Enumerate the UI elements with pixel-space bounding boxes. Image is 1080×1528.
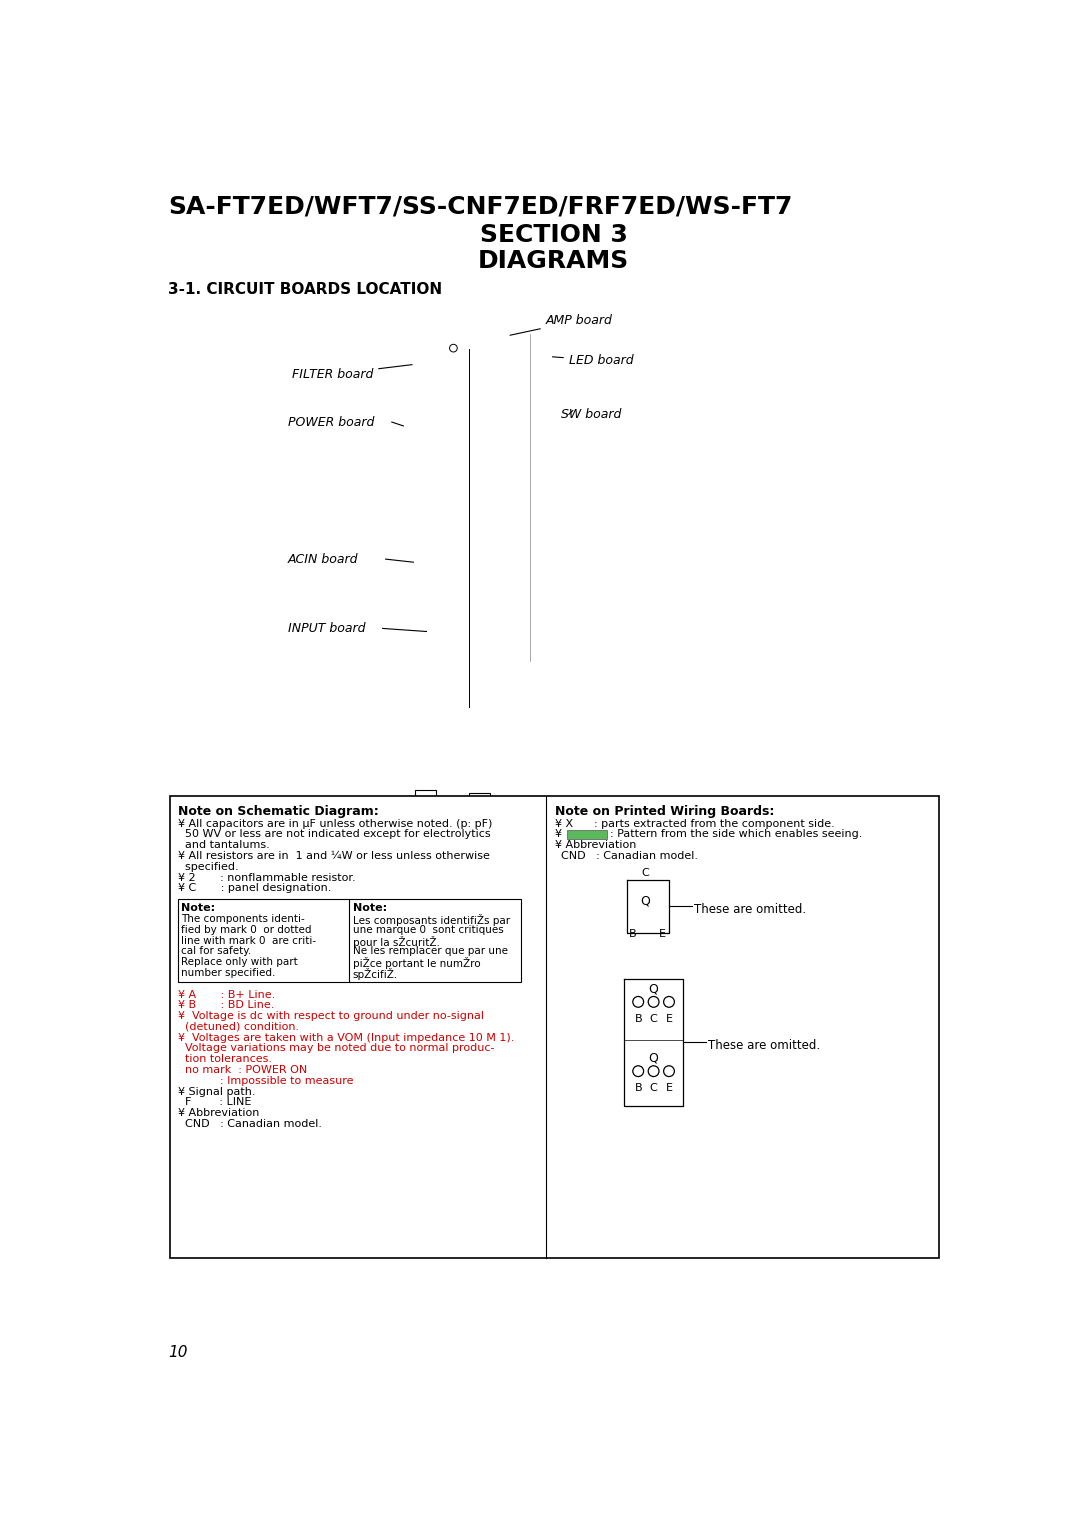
Text: ¥ All resistors are in  1 and ¼W or less unless otherwise: ¥ All resistors are in 1 and ¼W or less … bbox=[178, 851, 489, 860]
Text: C: C bbox=[642, 868, 649, 879]
Text: and tantalums.: and tantalums. bbox=[178, 840, 270, 850]
Text: no mark  : POWER ON: no mark : POWER ON bbox=[178, 1065, 307, 1076]
Polygon shape bbox=[361, 1174, 557, 1207]
Text: F        : LINE: F : LINE bbox=[178, 1097, 252, 1108]
Text: SA-FT7ED/WFT7/SS-CNF7ED/FRF7ED/WS-FT7: SA-FT7ED/WFT7/SS-CNF7ED/FRF7ED/WS-FT7 bbox=[168, 196, 793, 219]
Text: ¥ Abbreviation: ¥ Abbreviation bbox=[555, 840, 636, 850]
Text: ¥ Abbreviation: ¥ Abbreviation bbox=[178, 1108, 259, 1118]
Polygon shape bbox=[400, 807, 530, 836]
Polygon shape bbox=[415, 790, 436, 807]
Text: B: B bbox=[629, 929, 636, 938]
Text: 50 WV or less are not indicated except for electrolytics: 50 WV or less are not indicated except f… bbox=[178, 830, 490, 839]
Polygon shape bbox=[523, 796, 544, 813]
Text: FILTER board: FILTER board bbox=[292, 365, 413, 380]
Text: fied by mark 0  or dotted: fied by mark 0 or dotted bbox=[180, 924, 311, 935]
Text: specified.: specified. bbox=[178, 862, 239, 872]
Polygon shape bbox=[400, 821, 530, 1210]
Text: POWER board: POWER board bbox=[288, 416, 375, 428]
Text: ¥ Signal path.: ¥ Signal path. bbox=[178, 1086, 255, 1097]
Text: tion tolerances.: tion tolerances. bbox=[178, 1054, 272, 1063]
Text: INPUT board: INPUT board bbox=[288, 622, 365, 636]
Text: ¥  Voltage is dc with respect to ground under no-signal: ¥ Voltage is dc with respect to ground u… bbox=[178, 1012, 484, 1021]
Text: Q: Q bbox=[649, 983, 659, 996]
Circle shape bbox=[648, 1067, 659, 1077]
Polygon shape bbox=[537, 1178, 555, 1198]
Text: DIAGRAMS: DIAGRAMS bbox=[477, 249, 630, 274]
Text: Q: Q bbox=[649, 1051, 659, 1065]
Text: These are omitted.: These are omitted. bbox=[694, 903, 807, 917]
Text: C: C bbox=[650, 1083, 658, 1094]
Text: The components identi-: The components identi- bbox=[180, 914, 305, 924]
Text: ¥  Voltages are taken with a VOM (Input impedance 10 M 1).: ¥ Voltages are taken with a VOM (Input i… bbox=[178, 1033, 514, 1042]
Polygon shape bbox=[382, 1170, 400, 1181]
FancyBboxPatch shape bbox=[178, 898, 522, 983]
Text: : Pattern from the side which enables seeing.: : Pattern from the side which enables se… bbox=[610, 830, 863, 839]
Text: CND   : Canadian model.: CND : Canadian model. bbox=[562, 851, 698, 860]
Text: ¥ All capacitors are in μF unless otherwise noted. (p: pF): ¥ All capacitors are in μF unless otherw… bbox=[178, 819, 492, 828]
Polygon shape bbox=[552, 808, 570, 828]
Text: ACIN board: ACIN board bbox=[288, 553, 359, 565]
Text: line with mark 0  are criti-: line with mark 0 are criti- bbox=[180, 935, 316, 946]
Text: AMP board: AMP board bbox=[510, 313, 612, 335]
Text: E: E bbox=[665, 1015, 673, 1024]
Text: Les composants identifiŽs par: Les composants identifiŽs par bbox=[352, 914, 510, 926]
Text: Note on Schematic Diagram:: Note on Schematic Diagram: bbox=[178, 805, 378, 817]
Text: Voltage variations may be noted due to normal produc-: Voltage variations may be noted due to n… bbox=[178, 1044, 495, 1053]
Text: Replace only with part: Replace only with part bbox=[180, 957, 298, 967]
Text: SECTION 3: SECTION 3 bbox=[480, 223, 627, 248]
Text: E: E bbox=[659, 929, 666, 938]
Polygon shape bbox=[575, 814, 594, 834]
Text: Ne les remplacer que par une: Ne les remplacer que par une bbox=[352, 946, 508, 957]
Text: ¥ B       : BD Line.: ¥ B : BD Line. bbox=[178, 1001, 274, 1010]
Text: LED board: LED board bbox=[552, 354, 634, 367]
Polygon shape bbox=[368, 1169, 451, 1196]
Text: Note on Printed Wiring Boards:: Note on Printed Wiring Boards: bbox=[555, 805, 774, 817]
FancyBboxPatch shape bbox=[170, 796, 939, 1258]
Text: cal for safety.: cal for safety. bbox=[180, 946, 251, 957]
Text: Q: Q bbox=[640, 894, 650, 908]
Text: spŽcifiŽ.: spŽcifiŽ. bbox=[352, 969, 397, 979]
Circle shape bbox=[663, 996, 674, 1007]
Text: ¥ 2       : nonflammable resistor.: ¥ 2 : nonflammable resistor. bbox=[178, 872, 355, 883]
Polygon shape bbox=[400, 821, 596, 851]
Circle shape bbox=[449, 344, 457, 351]
Text: 10: 10 bbox=[168, 1345, 188, 1360]
Polygon shape bbox=[469, 793, 490, 810]
Text: B: B bbox=[634, 1083, 642, 1094]
Polygon shape bbox=[530, 822, 596, 851]
Polygon shape bbox=[334, 1180, 596, 1225]
Polygon shape bbox=[538, 1166, 555, 1184]
Text: : Impossible to measure: : Impossible to measure bbox=[178, 1076, 353, 1086]
Text: E: E bbox=[665, 1083, 673, 1094]
Circle shape bbox=[633, 1067, 644, 1077]
Polygon shape bbox=[530, 836, 596, 1225]
Polygon shape bbox=[424, 897, 445, 927]
Text: (detuned) condition.: (detuned) condition. bbox=[178, 1022, 299, 1031]
Circle shape bbox=[663, 1067, 674, 1077]
Text: ¥ X: ¥ X bbox=[555, 819, 573, 828]
Text: ¥ C       : panel designation.: ¥ C : panel designation. bbox=[178, 883, 332, 894]
Text: SW board: SW board bbox=[562, 408, 622, 420]
Polygon shape bbox=[411, 966, 460, 990]
Circle shape bbox=[648, 996, 659, 1007]
Circle shape bbox=[633, 996, 644, 1007]
Text: pour la sŽcuritŽ.: pour la sŽcuritŽ. bbox=[352, 935, 440, 947]
Text: Note:: Note: bbox=[352, 903, 387, 914]
Text: C: C bbox=[650, 1015, 658, 1024]
Text: Note:: Note: bbox=[180, 903, 215, 914]
Text: piŽce portant le numŽro: piŽce portant le numŽro bbox=[352, 957, 481, 969]
Text: CND   : Canadian model.: CND : Canadian model. bbox=[178, 1118, 322, 1129]
Text: number specified.: number specified. bbox=[180, 969, 275, 978]
Text: une marque 0  sont critiques: une marque 0 sont critiques bbox=[352, 924, 503, 935]
FancyBboxPatch shape bbox=[567, 830, 607, 839]
Text: : parts extracted from the component side.: : parts extracted from the component sid… bbox=[594, 819, 834, 828]
Text: ¥ A       : B+ Line.: ¥ A : B+ Line. bbox=[178, 990, 275, 999]
Text: 3-1. CIRCUIT BOARDS LOCATION: 3-1. CIRCUIT BOARDS LOCATION bbox=[168, 283, 443, 296]
Text: These are omitted.: These are omitted. bbox=[708, 1039, 821, 1051]
Text: B: B bbox=[634, 1015, 642, 1024]
Polygon shape bbox=[365, 1181, 557, 1215]
Text: ¥: ¥ bbox=[555, 830, 562, 839]
